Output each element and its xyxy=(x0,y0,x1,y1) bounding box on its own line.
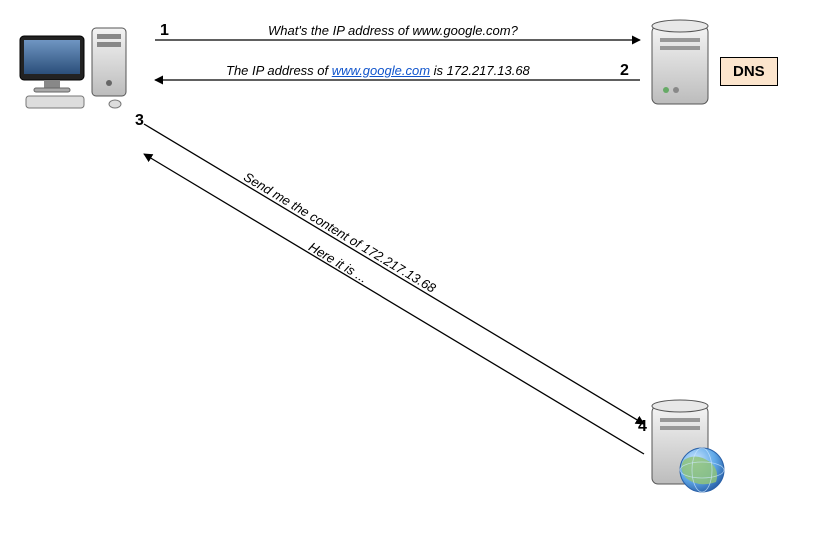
dns-server-icon xyxy=(652,20,708,104)
diagram-canvas: 1 2 3 4 What's the IP address of www.goo… xyxy=(0,0,818,535)
msg-2-post: is 172.217.13.68 xyxy=(430,63,530,78)
step-2: 2 xyxy=(620,62,629,80)
edge-4 xyxy=(144,154,644,454)
step-4: 4 xyxy=(638,418,647,436)
web-server-icon xyxy=(652,400,724,492)
client-computer-icon xyxy=(20,28,126,108)
step-3: 3 xyxy=(135,112,144,130)
msg-2-link[interactable]: www.google.com xyxy=(332,63,430,78)
msg-1: What's the IP address of www.google.com? xyxy=(268,23,518,38)
msg-2-pre: The IP address of xyxy=(226,63,332,78)
dns-label-box: DNS xyxy=(720,57,778,86)
msg-2: The IP address of www.google.com is 172.… xyxy=(226,63,530,78)
step-1: 1 xyxy=(160,22,169,40)
